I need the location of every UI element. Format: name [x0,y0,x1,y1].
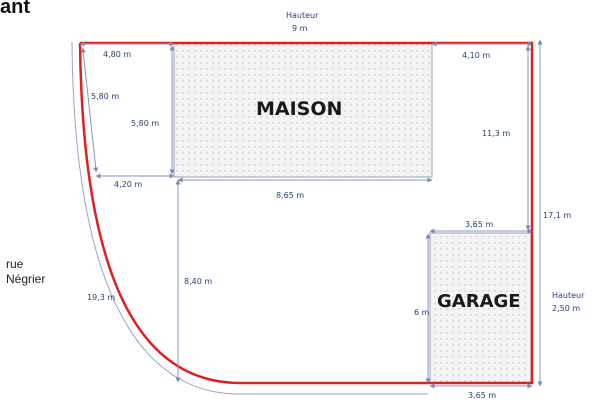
street-label-line2: Négrier [6,272,46,286]
hauteur-top-value: 9 m [292,24,308,33]
top-left-width-label: 4,80 m [103,50,132,59]
left-bottom-label: 4,20 m [114,180,143,189]
dim-left-diagonal [80,47,99,173]
street-label-line1: rue [6,257,24,271]
curve-dim-line [71,41,428,395]
mid-vertical-label: 8,40 m [184,277,213,286]
garage-bottom-label: 3,65 m [468,391,497,400]
garage-height-label: 6 m [414,308,430,317]
house-label: MAISON [256,98,343,120]
house-bottom-label: 8,65 m [276,191,305,200]
top-right-width-label: 4,10 m [462,51,491,60]
title-fragment: ant [0,0,30,18]
house-block [173,42,433,178]
right-upper-label: 11,3 m [482,129,511,138]
garage-hauteur-value: 2,50 m [552,304,581,313]
right-full-label: 17,1 m [543,211,572,220]
garage-label: GARAGE [437,291,521,312]
left-vertical-label: 5,80 m [131,119,160,128]
left-diagonal-label: 5,80 m [91,92,120,101]
garage-hauteur-label: Hauteur [552,291,585,300]
garage-block [429,232,532,384]
curve-label: 19,3 m [87,293,116,302]
garage-top-label: 3,65 m [465,220,494,229]
hauteur-top-label: Hauteur [286,11,319,20]
